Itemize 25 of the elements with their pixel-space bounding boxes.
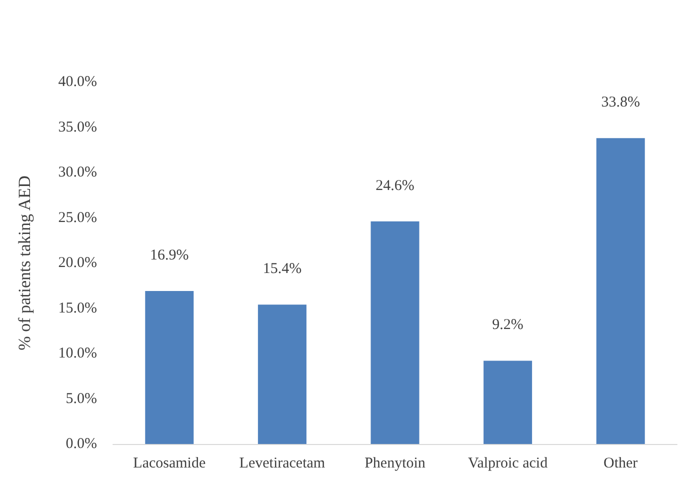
bar — [596, 138, 645, 444]
data-label: 16.9% — [150, 248, 189, 264]
y-tick-label: 15.0% — [58, 300, 97, 316]
data-label: 15.4% — [262, 261, 302, 278]
y-tick-label: 35.0% — [58, 119, 97, 136]
y-tick-label: 5.0% — [66, 390, 97, 407]
y-tick-label: 40.0% — [58, 74, 97, 90]
y-tick-label: 20.0% — [58, 255, 97, 271]
bar — [370, 221, 420, 444]
data-label: 24.6% — [376, 178, 414, 194]
y-axis-title: % of patients taking AED — [15, 176, 34, 350]
x-tick-label: Levetiracetam — [239, 456, 326, 472]
x-tick-label: Other — [604, 456, 638, 472]
bar — [484, 360, 532, 444]
x-tick-label: Phenytoin — [364, 456, 426, 472]
y-tick-label: 30.0% — [58, 164, 97, 180]
x-tick-label: Valproic acid — [468, 456, 548, 472]
y-tick-label: 10.0% — [58, 346, 97, 362]
data-label: 33.8% — [601, 94, 640, 111]
data-label: 9.2% — [492, 317, 524, 334]
bar — [145, 291, 194, 444]
y-tick-label: 0.0% — [66, 436, 97, 452]
x-tick-label: Lacosamide — [133, 456, 206, 472]
y-tick-label: 25.0% — [58, 210, 97, 226]
bar — [258, 304, 306, 444]
